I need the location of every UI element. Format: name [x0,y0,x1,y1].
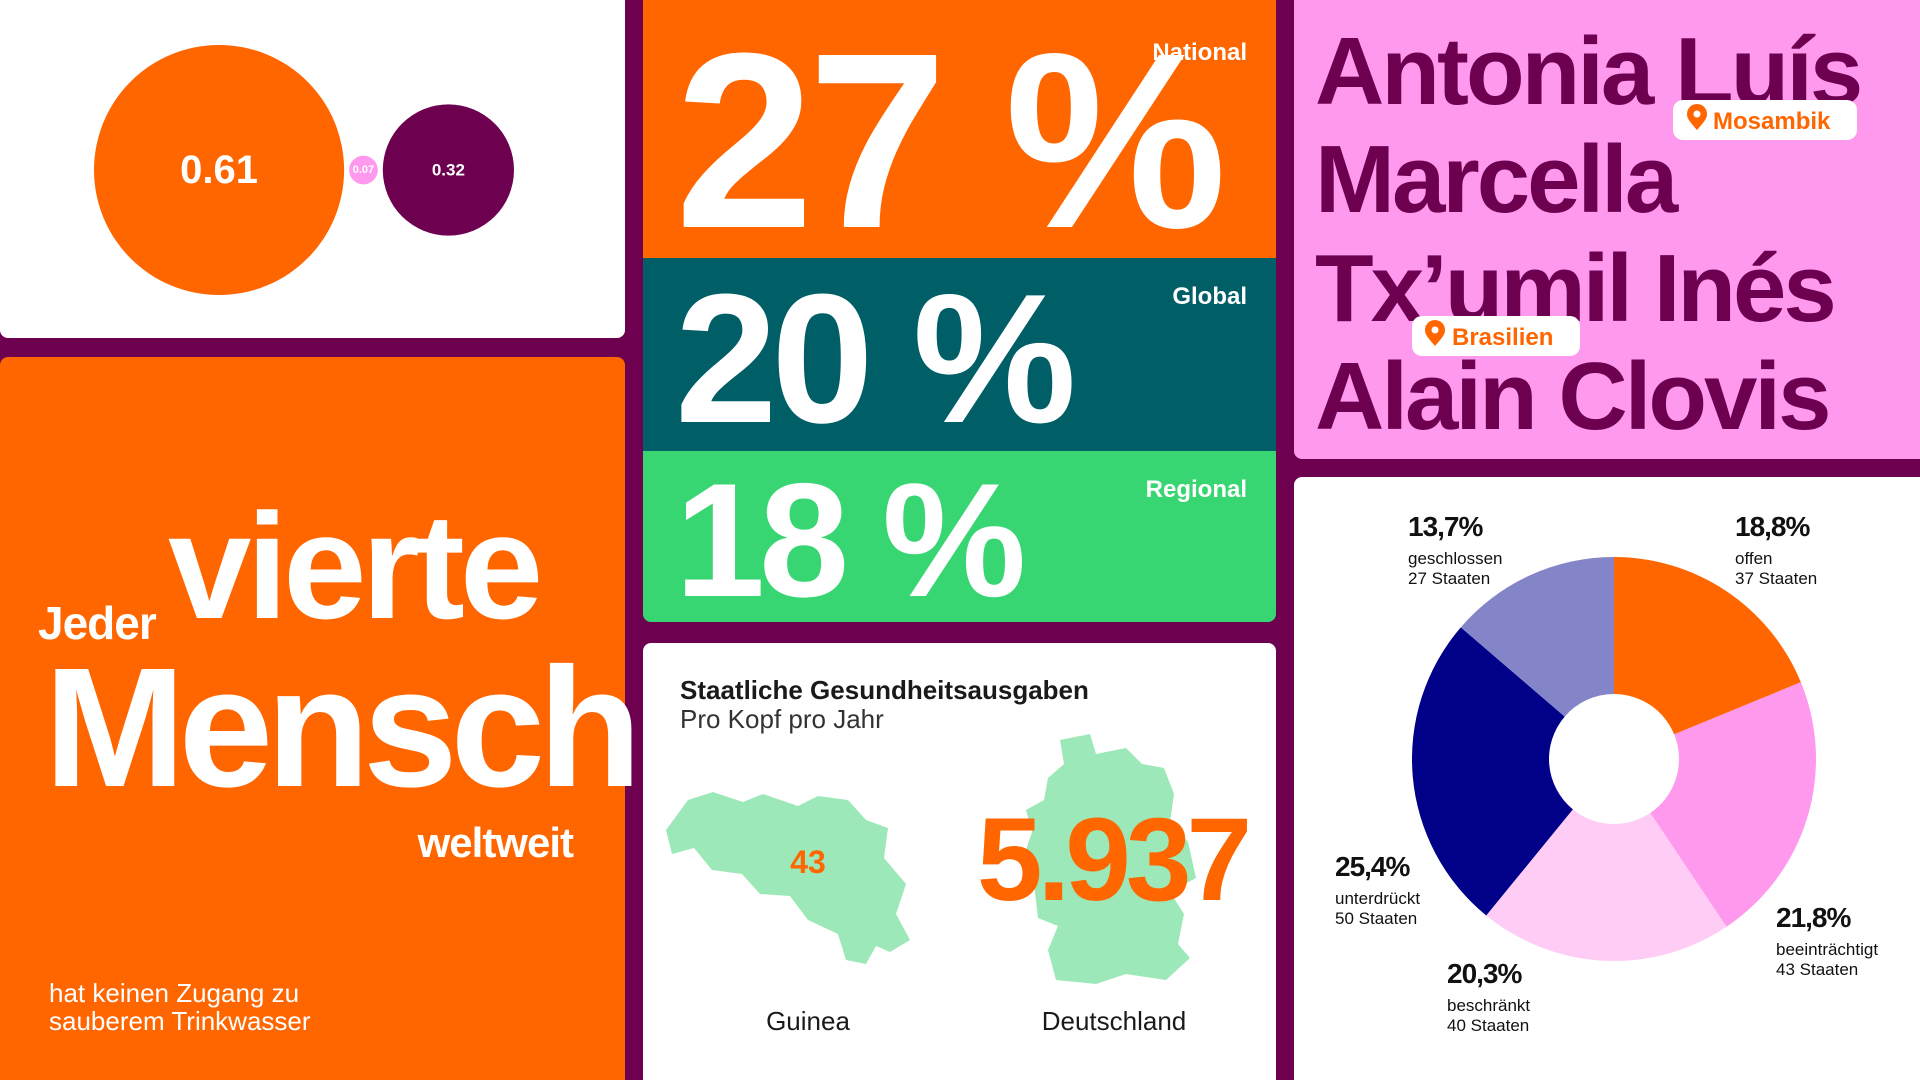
headline-post: weltweit [417,819,574,866]
donut-slice [1614,557,1801,735]
tag-text: Mosambik [1713,108,1831,135]
bubble [382,104,514,236]
spending-amount: 43 [790,844,826,880]
donut-slice [1486,809,1727,962]
country-name: Guinea [766,1006,850,1036]
spending-title: Staatliche Gesundheitsausgaben [680,675,1089,705]
pin-dot [1431,326,1439,334]
tag-bg [1673,100,1857,140]
headline-big: vierte [168,482,539,650]
category-label: beschränkt [1447,996,1530,1015]
bubble-label: 0.07 [353,164,374,176]
spending-subtitle: Pro Kopf pro Jahr [680,704,884,734]
location-tag: Mosambik [1673,100,1857,140]
person-name: Marcella [1315,126,1679,233]
regional-panel [643,451,1276,622]
bubble-label: 0.61 [180,148,258,192]
tag-text: Brasilien [1452,324,1553,351]
value-label: 13,7% [1408,511,1483,542]
count-label: 40 Staaten [1447,1016,1529,1035]
donut-slice [1460,557,1614,717]
headline-pre: Jeder [38,597,157,649]
tag-bg [1412,316,1580,356]
stat-value: 18 % [675,450,1022,631]
pin-dot [1693,110,1701,118]
headline-big: Mensch [44,633,635,823]
global-panel [643,258,1276,451]
value-label: 25,4% [1335,851,1410,882]
donut-slice [1411,627,1573,916]
stat-value: 27 % [675,1,1221,280]
country-name: Deutschland [1042,1006,1187,1036]
value-label: 18,8% [1735,511,1810,542]
location-tag: Brasilien [1412,316,1580,356]
stat-label: National [1152,39,1247,66]
count-label: 37 Staaten [1735,569,1817,588]
headline-note: sauberem Trinkwasser [49,1006,311,1036]
regional-panel-top [643,451,1276,471]
stat-label: Global [1172,283,1247,310]
category-label: beeinträchtigt [1776,940,1878,959]
donut-slice [1650,682,1816,927]
headline-panel [0,357,625,1080]
value-label: 20,3% [1447,958,1522,989]
national-panel [643,0,1276,258]
spending-amount: 5.937 [977,794,1248,926]
germany-map [1022,734,1196,984]
guinea-map [666,792,910,964]
bubble-label: 0.32 [432,161,465,180]
count-label: 43 Staaten [1776,960,1858,979]
person-name: Alain Clovis [1315,343,1828,450]
bubble [94,44,345,296]
stat-value: 20 % [675,255,1072,461]
category-label: unterdrückt [1335,889,1420,908]
count-label: 27 Staaten [1408,569,1490,588]
headline-note: hat keinen Zugang zu [49,978,299,1008]
category-label: geschlossen [1408,549,1503,568]
category-label: offen [1735,549,1773,568]
bubble [349,155,378,185]
count-label: 50 Staaten [1335,909,1417,928]
value-label: 21,8% [1776,902,1851,933]
stat-label: Regional [1146,476,1247,503]
